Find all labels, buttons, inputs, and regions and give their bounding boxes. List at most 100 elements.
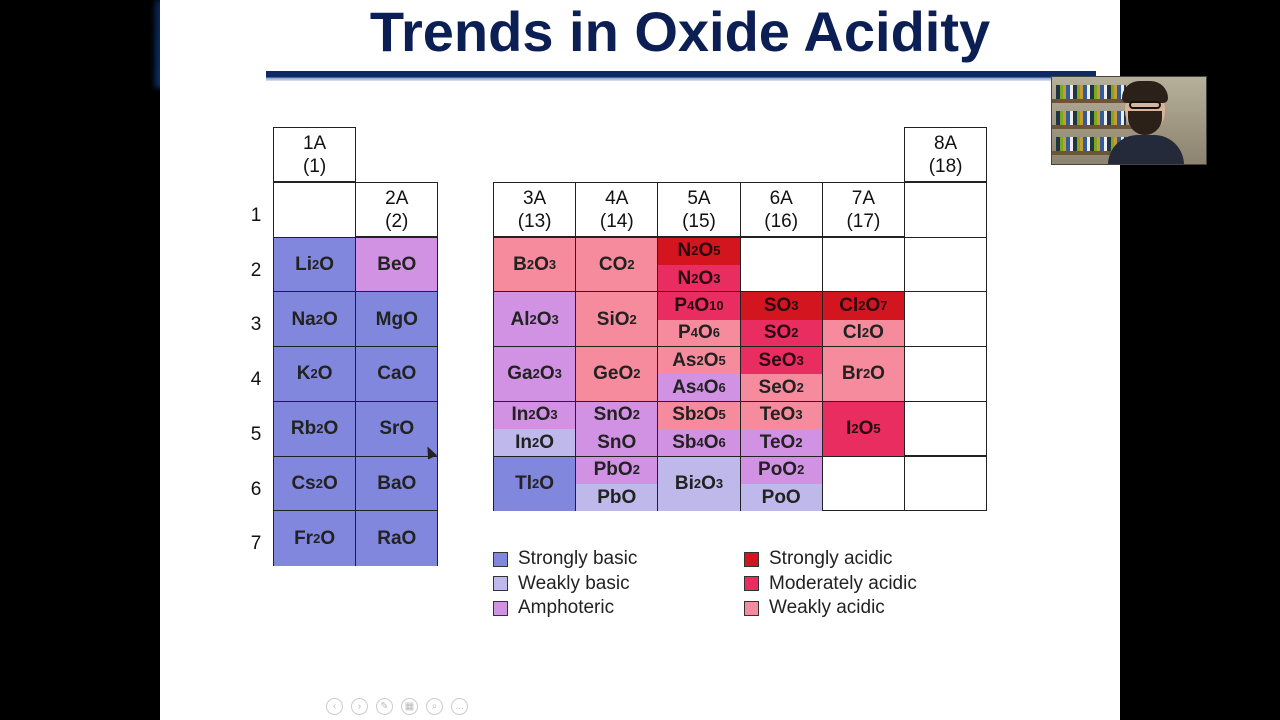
oxide-cell: SrO bbox=[355, 400, 439, 457]
oxide-formula: In 2 O 3 bbox=[494, 401, 576, 430]
oxide-formula: Cl 2 O 7 bbox=[822, 292, 904, 320]
empty-cell bbox=[904, 346, 988, 402]
group-label: 5A bbox=[687, 187, 711, 209]
legend-swatch bbox=[493, 551, 508, 567]
oxide-cell: Bi 2 O 3 bbox=[657, 455, 741, 512]
empty-cell bbox=[904, 291, 988, 348]
oxide-formula: GeO 2 bbox=[576, 347, 658, 402]
oxide-formula: BaO bbox=[356, 456, 438, 512]
group-header-17: 7A (17) bbox=[821, 182, 905, 237]
empty-cell bbox=[821, 236, 905, 293]
oxide-formula: SrO bbox=[356, 401, 438, 457]
group-header-1: 1A (1) bbox=[273, 127, 357, 182]
oxide-cell: Tl 2 O bbox=[493, 455, 577, 512]
oxide-cell: GeO 2 bbox=[575, 346, 659, 402]
oxide-formula: Li 2 O bbox=[274, 237, 356, 293]
oxide-formula: As 2 O 5 bbox=[658, 347, 740, 375]
period-number: 5 bbox=[250, 423, 262, 445]
empty-cell bbox=[904, 455, 988, 512]
legend-swatch bbox=[744, 576, 759, 591]
period-number: 3 bbox=[250, 314, 262, 336]
legend-label: Moderately acidic bbox=[769, 572, 917, 594]
group-number: (13) bbox=[517, 210, 552, 232]
oxide-formula: TeO 2 bbox=[740, 429, 822, 457]
oxide-formula: Cl 2 O bbox=[822, 319, 904, 348]
group-header-18: 8A (18) bbox=[904, 127, 988, 182]
oxide-formula: SnO bbox=[576, 429, 658, 457]
oxide-formula: Bi 2 O 3 bbox=[658, 456, 740, 512]
empty-cell bbox=[904, 182, 988, 238]
oxide-formula: SnO 2 bbox=[576, 401, 658, 430]
oxide-formula: TeO 3 bbox=[740, 401, 822, 430]
oxide-formula: Sb 4 O 6 bbox=[658, 429, 740, 457]
oxide-cell: CaO bbox=[355, 346, 439, 402]
group-label: 8A bbox=[933, 132, 958, 154]
group-label: 3A bbox=[522, 187, 547, 209]
group-number: (14) bbox=[599, 210, 634, 232]
slide-title: Trends in Oxide Acidity bbox=[369, 0, 991, 63]
next-icon[interactable]: › bbox=[351, 698, 368, 715]
slides-icon[interactable]: ▦ bbox=[401, 698, 418, 715]
legend-swatch bbox=[493, 600, 508, 616]
pen-icon[interactable]: ✎ bbox=[376, 698, 393, 715]
oxide-formula: BeO bbox=[356, 237, 438, 293]
oxide-formula: PbO 2 bbox=[576, 456, 658, 484]
oxide-formula: Sb 2 O 5 bbox=[658, 401, 740, 430]
group-number: (15) bbox=[682, 210, 716, 232]
presenter-webcam bbox=[1051, 76, 1207, 165]
oxide-cell: BeO bbox=[355, 236, 439, 293]
oxide-cell: Rb 2 O bbox=[273, 400, 357, 457]
oxide-formula: PoO 2 bbox=[740, 456, 822, 484]
legend-label: Weakly acidic bbox=[769, 597, 885, 618]
legend-item-weakly-acidic: Weakly acidic bbox=[744, 597, 885, 619]
legend-label: Weakly basic bbox=[518, 572, 630, 594]
slideshow-controls: ‹ › ✎ ▦ ⌕ … bbox=[326, 698, 468, 715]
oxide-formula: Ga 2 O 3 bbox=[494, 347, 576, 402]
legend-label: Strongly basic bbox=[518, 548, 638, 569]
oxide-formula: PoO bbox=[740, 483, 822, 512]
period-number: 4 bbox=[250, 369, 262, 391]
period-number: 7 bbox=[250, 533, 262, 555]
oxide-cell: In 2 O 3 In 2 O bbox=[493, 400, 577, 457]
oxide-cell: Al 2 O 3 bbox=[493, 291, 577, 348]
more-icon[interactable]: … bbox=[451, 698, 468, 715]
empty-cell bbox=[904, 236, 988, 293]
oxide-formula: Na 2 O bbox=[274, 292, 356, 348]
previous-icon[interactable]: ‹ bbox=[326, 698, 343, 715]
oxide-formula: Fr 2 O bbox=[274, 511, 356, 566]
oxide-cell: Ga 2 O 3 bbox=[493, 346, 577, 402]
oxide-formula: MgO bbox=[356, 292, 438, 348]
oxide-formula: SO 2 bbox=[740, 319, 822, 348]
oxide-cell: SnO 2 SnO bbox=[575, 400, 659, 457]
oxide-cell: TeO 3 TeO 2 bbox=[739, 400, 823, 457]
legend-item-weakly-basic: Weakly basic bbox=[493, 573, 630, 595]
oxide-formula: PbO bbox=[576, 483, 658, 512]
group-number: (2) bbox=[385, 210, 409, 232]
oxide-cell: PbO 2 PbO bbox=[575, 455, 659, 512]
oxide-cell: Sb 2 O 5 Sb 4 O 6 bbox=[657, 400, 741, 457]
oxide-formula: Cs 2 O bbox=[274, 456, 356, 512]
legend-item-strongly-acidic: Strongly acidic bbox=[744, 548, 893, 570]
title-underline bbox=[266, 71, 1096, 81]
oxide-cell: SeO 3 SeO 2 bbox=[739, 346, 823, 402]
oxide-formula: Al 2 O 3 bbox=[494, 292, 576, 348]
oxide-cell: MgO bbox=[355, 291, 439, 348]
empty-cell bbox=[273, 182, 357, 238]
period-number: 2 bbox=[250, 259, 262, 281]
group-number: (16) bbox=[764, 210, 799, 232]
legend-item-amphoteric: Amphoteric bbox=[493, 597, 614, 619]
oxide-formula: As 4 O 6 bbox=[658, 374, 740, 402]
oxide-formula: SeO 3 bbox=[740, 347, 822, 375]
oxide-cell: SO 3 SO 2 bbox=[739, 291, 823, 348]
oxide-cell: Na 2 O bbox=[273, 291, 357, 348]
oxide-cell: SiO 2 bbox=[575, 291, 659, 348]
group-label: 7A bbox=[851, 187, 876, 209]
zoom-icon[interactable]: ⌕ bbox=[426, 698, 443, 715]
group-number: (1) bbox=[302, 155, 327, 177]
oxide-cell: P 4 O 10 P 4 O 6 bbox=[657, 291, 741, 348]
